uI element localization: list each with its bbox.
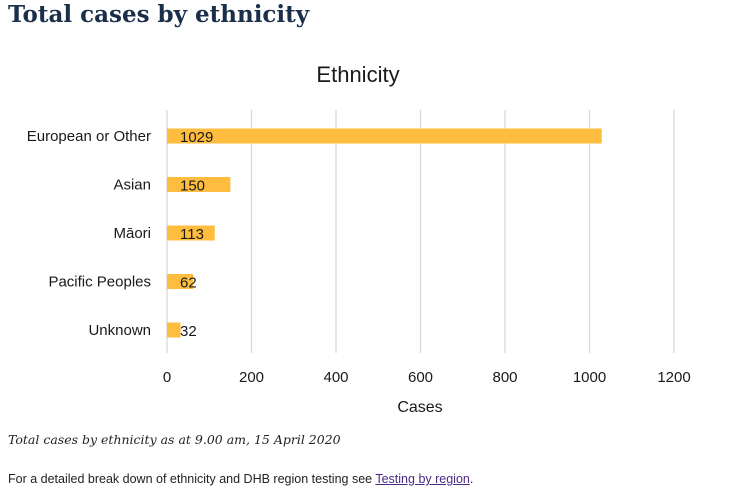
x-tick-label: 800 (492, 369, 517, 386)
value-label: 1029 (180, 129, 213, 146)
x-tick-label: 0 (163, 369, 171, 386)
category-label: European or Other (27, 128, 151, 145)
x-tick-label: 1200 (657, 369, 690, 386)
footnote-text: For a detailed break down of ethnicity a… (8, 472, 376, 486)
page-title: Total cases by ethnicity (8, 1, 310, 28)
x-tick-label: 1000 (573, 369, 606, 386)
footnote-period: . (469, 472, 474, 486)
x-tick-label: 400 (323, 369, 348, 386)
category-label: Māori (113, 225, 151, 242)
value-label: 113 (180, 226, 204, 243)
category-label: Unknown (88, 322, 151, 339)
category-label: Asian (113, 177, 151, 194)
value-label: 62 (180, 275, 197, 292)
bar (167, 128, 602, 144)
value-label: 32 (180, 323, 197, 340)
category-label: Pacific Peoples (48, 274, 151, 291)
bar (167, 177, 231, 192)
chart-caption: Total cases by ethnicity as at 9.00 am, … (8, 432, 341, 447)
bar (167, 322, 181, 338)
bar (167, 274, 194, 289)
x-axis-label: Cases (397, 399, 442, 416)
x-tick-label: 600 (408, 369, 433, 386)
bar (167, 225, 215, 241)
footnote: For a detailed break down of ethnicity a… (8, 472, 473, 486)
x-tick-label: 200 (239, 369, 264, 386)
ethnicity-bar-chart: Ethnicity 0 200 400 600 800 1000 1200 European … (27, 62, 691, 416)
testing-by-region-link[interactable]: Testing by region (375, 472, 470, 486)
value-label: 150 (180, 178, 205, 195)
chart-title: Ethnicity (316, 62, 399, 87)
